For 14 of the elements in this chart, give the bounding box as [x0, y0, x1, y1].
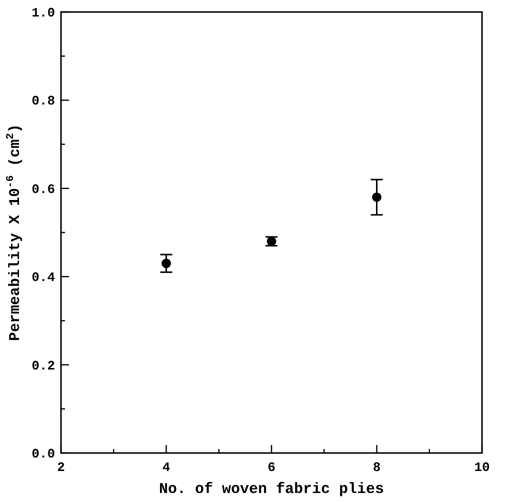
y-tick-label: 0.2 [32, 358, 56, 374]
y-tick-label: 0.8 [32, 94, 56, 109]
x-axis-title: No. of woven fabric plies [158, 481, 384, 498]
x-tick-label: 4 [162, 460, 170, 475]
point [162, 258, 171, 268]
y-tick-label: 0.6 [32, 182, 56, 197]
x-tick-label: 8 [372, 460, 381, 475]
x-tick-label: 10 [474, 460, 490, 475]
y-tick-label: 0.4 [32, 270, 56, 286]
x-tick-label: 6 [268, 460, 276, 475]
y-tick-label: 1.0 [32, 6, 56, 20]
point [372, 192, 382, 202]
x-tick-label: 2 [57, 460, 66, 475]
y-tick-label: 0.0 [32, 446, 56, 462]
